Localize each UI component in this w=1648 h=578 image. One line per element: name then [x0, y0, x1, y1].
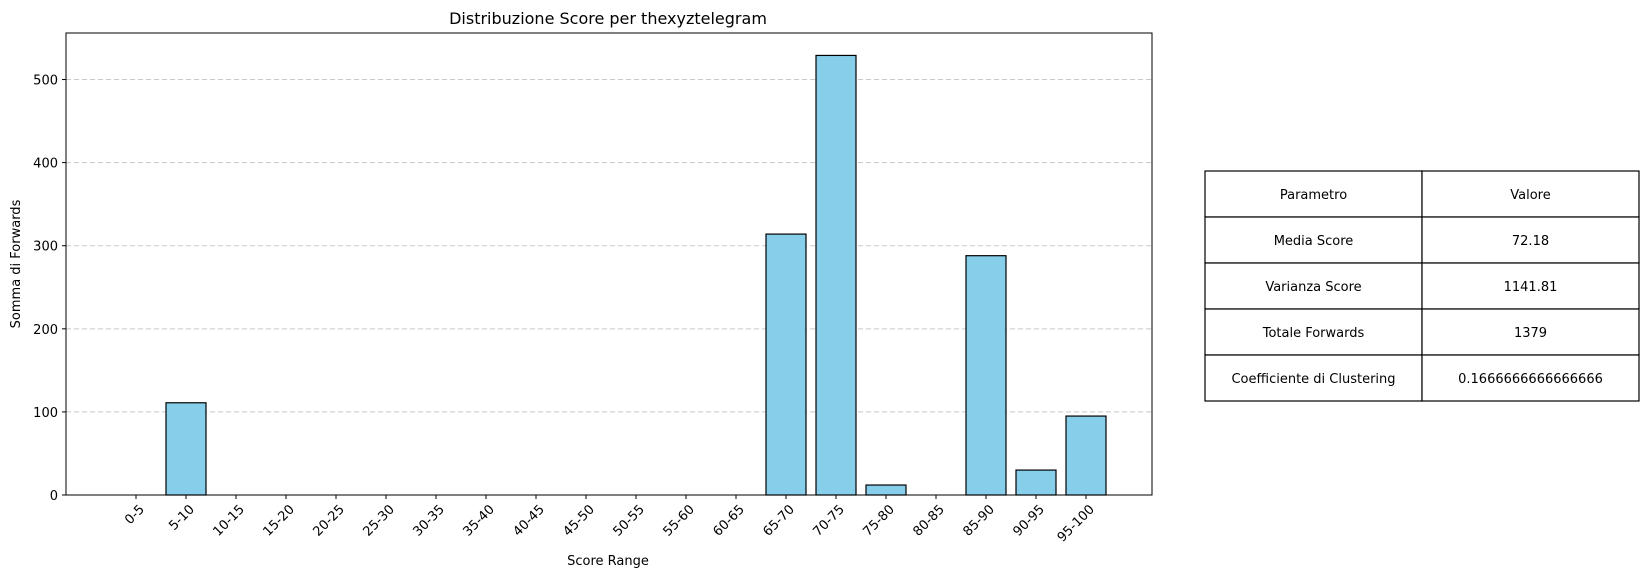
x-tick-label: 5-10 [166, 502, 197, 533]
x-tick-label: 35-40 [461, 502, 498, 539]
x-tick-label: 20-25 [311, 502, 348, 539]
x-tick-label: 0-5 [122, 502, 148, 528]
stats-table: Parametro Valore Media Score 72.18 Varianza … [1204, 170, 1640, 402]
table-cell [1204, 216, 1423, 264]
x-tick-label: 40-45 [511, 502, 548, 539]
x-tick-label: 15-20 [261, 502, 298, 539]
table-cell-text: Media Score [1274, 234, 1354, 249]
table-cell [1421, 308, 1640, 356]
y-axis: 0 100 200 300 400 500 [33, 74, 66, 504]
table-cell [1204, 354, 1423, 402]
bar-95-100 [1065, 415, 1107, 496]
table-cell-text: Varianza Score [1265, 280, 1361, 295]
y-tick-label: 300 [33, 240, 58, 255]
x-tick-label: 50-55 [611, 502, 648, 539]
bar-5-10 [165, 402, 207, 496]
bar-85-90 [965, 255, 1007, 496]
table-cell [1421, 262, 1640, 310]
table-header-cell [1204, 170, 1423, 218]
x-tick-label: 25-30 [361, 502, 398, 539]
y-tick-label: 500 [33, 74, 58, 89]
x-tick-label: 65-70 [761, 502, 798, 539]
bar-65-70 [765, 233, 807, 496]
chart-title: Distribuzione Score per thexyztelegram [449, 9, 767, 28]
table-header-text: Parametro [1280, 188, 1347, 203]
plot-area: 0 100 200 300 400 500 0-5 5-10 10-15 15-20 20-25 2… [33, 32, 1153, 545]
table-cell-text: 1141.81 [1504, 280, 1558, 295]
x-tick-label: 70-75 [811, 502, 848, 539]
table-header-text: Valore [1510, 188, 1550, 203]
x-tick-label: 95-100 [1055, 502, 1098, 545]
y-tick-label: 200 [33, 323, 58, 338]
table-cell-text: Totale Forwards [1262, 326, 1365, 341]
y-axis-label: Somma di Forwards [9, 199, 24, 328]
bar-series [165, 54, 1107, 496]
x-tick-label: 75-80 [861, 502, 898, 539]
bar-90-95 [1015, 469, 1057, 496]
table-cell-text: 72.18 [1512, 234, 1549, 249]
x-tick-label: 45-50 [561, 502, 598, 539]
x-tick-label: 85-90 [961, 502, 998, 539]
table-cell [1421, 216, 1640, 264]
table-cell-text: 1379 [1514, 326, 1547, 341]
x-axis: 0-5 5-10 10-15 15-20 20-25 25-30 30-35 35-40 40-… [122, 495, 1098, 545]
bar-75-80 [865, 484, 907, 496]
x-tick-label: 80-85 [911, 502, 948, 539]
bar-70-75 [815, 54, 857, 496]
y-tick-label: 100 [33, 406, 58, 421]
x-tick-label: 10-15 [211, 502, 248, 539]
x-axis-label: Score Range [567, 554, 649, 569]
table-cell-text: 0.1666666666666666 [1458, 372, 1603, 387]
table-cell [1421, 354, 1640, 402]
x-tick-label: 30-35 [411, 502, 448, 539]
table-header-cell [1421, 170, 1640, 218]
x-tick-label: 90-95 [1011, 502, 1048, 539]
plot-frame [65, 32, 1153, 496]
x-tick-label: 60-65 [711, 502, 748, 539]
y-tick-label: 0 [50, 489, 58, 504]
y-tick-label: 400 [33, 157, 58, 172]
x-tick-label: 55-60 [661, 502, 698, 539]
table-cell [1204, 262, 1423, 310]
table-cell-text: Coefficiente di Clustering [1231, 372, 1395, 387]
